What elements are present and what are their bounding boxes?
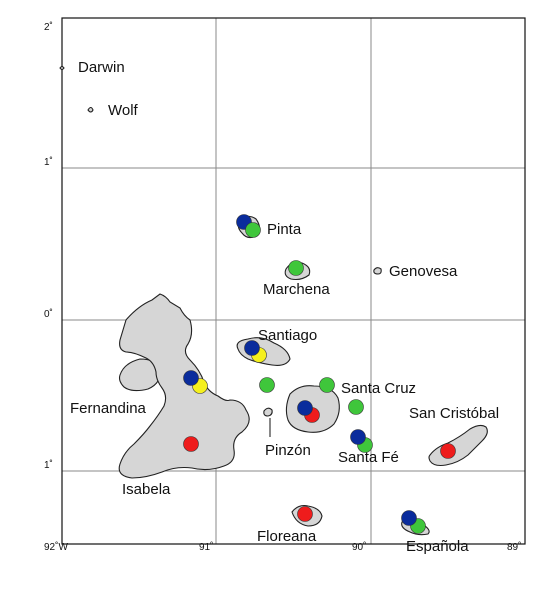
map-frame — [61, 17, 526, 545]
lat-label-2n: 2˚ — [44, 21, 53, 33]
marker-santa-cruz-north-green — [319, 377, 335, 393]
isabela-island — [118, 293, 250, 479]
marker-santiago-blue — [244, 340, 260, 356]
sample-markers — [183, 214, 456, 534]
label-santa-fe: Santa Fé — [338, 449, 399, 466]
lat-label-1s: 1˚ — [44, 459, 53, 471]
label-wolf: Wolf — [108, 102, 139, 119]
label-santa-cruz: Santa Cruz — [341, 380, 416, 397]
label-genovesa: Genovesa — [389, 263, 458, 280]
lon-label-91: 91˚ — [199, 541, 213, 553]
genovesa-island — [373, 267, 382, 275]
label-isabela: Isabela — [122, 481, 171, 498]
label-marchena: Marchena — [263, 281, 330, 298]
marker-san-cristobal-red — [440, 443, 456, 459]
label-floreana: Floreana — [257, 528, 317, 545]
lon-label-89: 89˚ — [507, 541, 521, 553]
label-pinta: Pinta — [267, 221, 302, 238]
marker-espanola-blue — [401, 510, 417, 526]
marker-isabela-blue — [183, 370, 199, 386]
marker-santiago-south-green — [259, 377, 275, 393]
marker-santa-fe-blue — [350, 429, 366, 445]
pinzon-island — [263, 407, 273, 417]
island-labels: Darwin Wolf Pinta Marchena Genovesa Sant… — [70, 59, 499, 555]
coordinate-labels: 2˚ 1˚ 0˚ 1˚ 92˚W 91˚ 90˚ 89˚ — [44, 21, 521, 553]
lat-label-0: 0˚ — [44, 308, 53, 320]
marker-santa-cruz-blue — [297, 400, 313, 416]
lon-label-92w: 92˚W — [44, 541, 68, 553]
label-pinzon: Pinzón — [265, 442, 311, 459]
wolf-island — [87, 106, 94, 113]
marker-santa-cruz-east-green — [348, 399, 364, 415]
label-santiago: Santiago — [258, 327, 317, 344]
lat-label-1n: 1˚ — [44, 156, 53, 168]
label-darwin: Darwin — [78, 59, 125, 76]
marker-pinta-green — [245, 222, 261, 238]
marker-floreana-red — [297, 506, 313, 522]
lon-label-90: 90˚ — [352, 541, 366, 553]
darwin-island — [59, 65, 65, 71]
label-fernandina: Fernandina — [70, 400, 147, 417]
marker-isabela-red — [183, 436, 199, 452]
label-espanola: Española — [406, 538, 469, 555]
label-san-cristobal: San Cristóbal — [409, 405, 499, 422]
marker-marchena-green — [288, 260, 304, 276]
